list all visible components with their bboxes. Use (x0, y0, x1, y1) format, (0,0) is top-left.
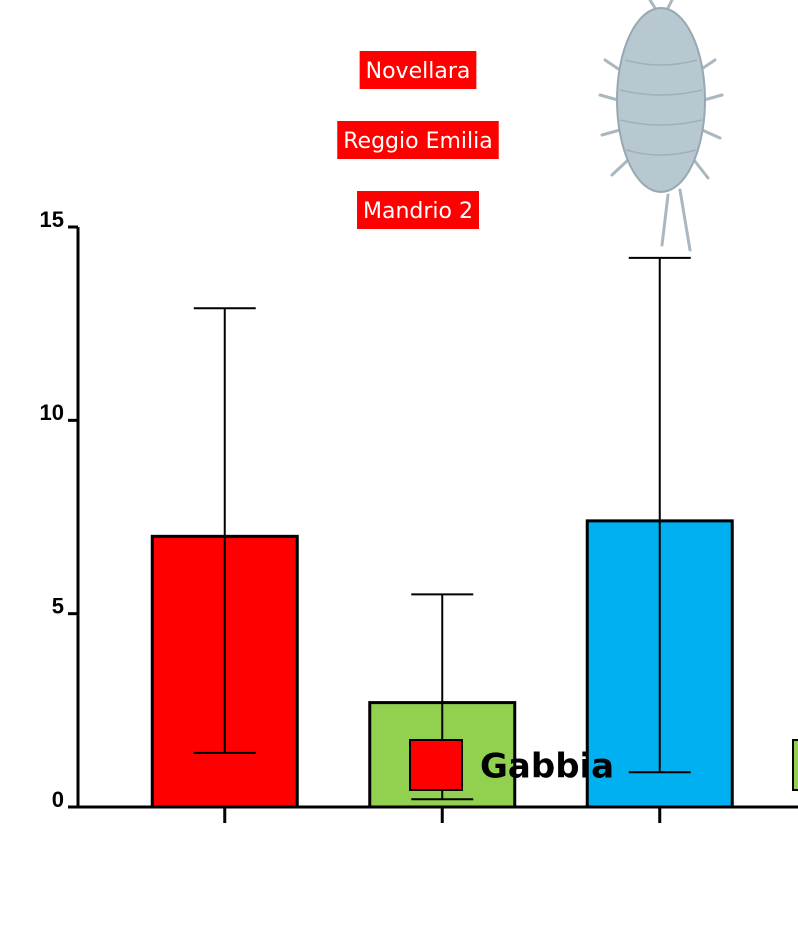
legend-swatch (409, 739, 463, 791)
y-tick-label: 15 (40, 207, 64, 232)
annotation: Reggio Emilia (343, 129, 492, 154)
mealybug-image (598, 0, 724, 252)
annotation-box (357, 191, 479, 229)
annotation: Novellara (366, 59, 471, 84)
annotation-box (359, 51, 477, 89)
legend-label: Gabbia (480, 747, 614, 787)
y-tick-label: 0 (52, 787, 64, 812)
annotation-box (337, 121, 499, 159)
y-tick-label: 5 (52, 593, 64, 618)
annotation: Mandrio 2 (363, 199, 473, 224)
legend-swatch (792, 739, 798, 791)
y-tick-label: 10 (40, 400, 64, 425)
